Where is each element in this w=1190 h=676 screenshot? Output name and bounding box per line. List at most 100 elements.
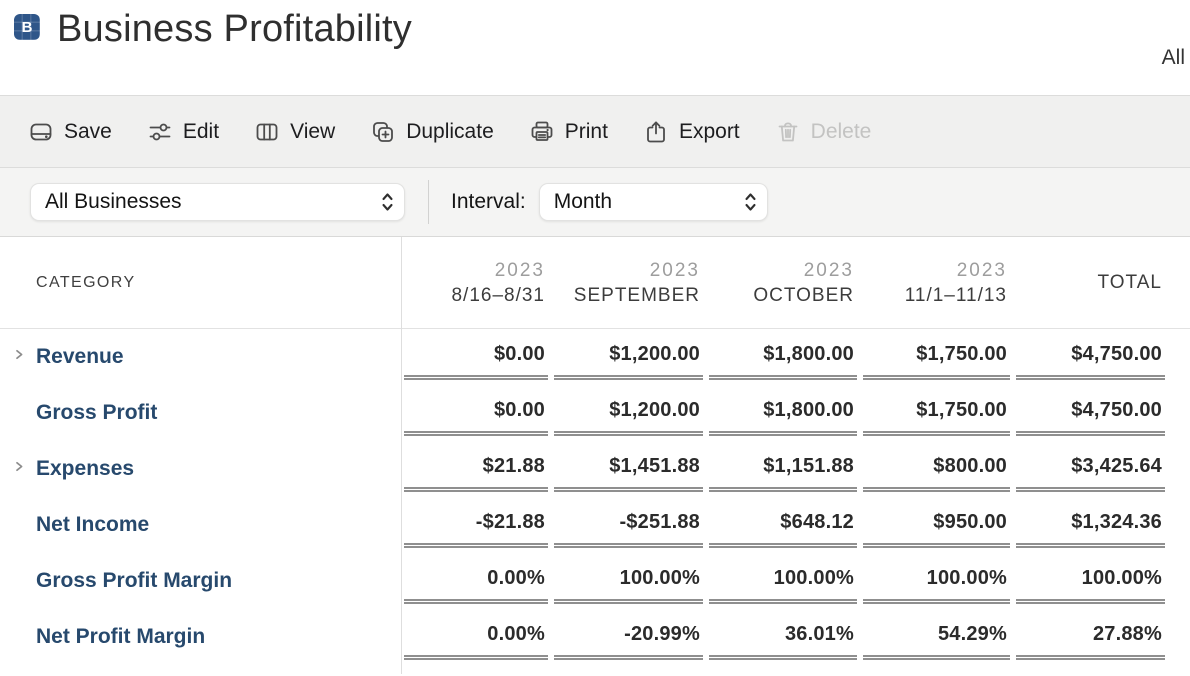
value-cell: -$21.88: [401, 497, 551, 553]
row-label[interactable]: Gross Profit: [36, 401, 158, 424]
category-cell: Net Profit Margin: [0, 609, 401, 665]
cell-value: $1,200.00: [609, 398, 700, 421]
export-button[interactable]: Export: [643, 119, 740, 145]
value-cell: $1,451.88: [551, 441, 706, 497]
chevron-up-down-icon: [381, 190, 394, 214]
cell-value: 27.88%: [1092, 622, 1162, 645]
column-year: 2023: [649, 259, 700, 281]
column-period: 11/1–11/13: [904, 284, 1007, 306]
cell-value: $21.88: [482, 454, 545, 477]
category-cell: Gross Profit Margin: [0, 553, 401, 609]
print-label: Print: [564, 119, 608, 143]
category-cell: Expenses: [0, 441, 401, 497]
column-period: OCTOBER: [753, 284, 854, 306]
cell-value: $1,800.00: [763, 398, 854, 421]
table-row: Gross Profit Margin 0.00% 100.00% 100.00…: [0, 553, 1190, 609]
business-select-value: All Businesses: [45, 190, 182, 213]
table-header-row: CATEGORY 2023 8/16–8/31 2023 SEPTEMBER 2…: [0, 237, 1190, 329]
cell-value: 0.00%: [487, 622, 545, 645]
cell-value: $0.00: [493, 342, 545, 365]
cell-value: 100.00%: [773, 566, 854, 589]
duplicate-button[interactable]: Duplicate: [370, 119, 494, 145]
filter-divider: [428, 180, 429, 224]
value-cell: $3,425.64: [1013, 441, 1168, 497]
view-label: View: [290, 119, 336, 143]
value-cell: 0.00%: [401, 553, 551, 609]
value-cell: $1,750.00: [860, 385, 1013, 441]
category-cell: Revenue: [0, 329, 401, 385]
column-year: 2023: [803, 259, 854, 281]
value-cell: $0.00: [401, 385, 551, 441]
view-button[interactable]: View: [254, 119, 335, 145]
value-cell: 100.00%: [551, 553, 706, 609]
interval-select[interactable]: Month: [538, 183, 768, 221]
value-cell: $1,200.00: [551, 385, 706, 441]
column-header: TOTAL: [1013, 237, 1168, 328]
value-cell: 100.00%: [1013, 553, 1168, 609]
chevron-up-down-icon: [744, 190, 757, 214]
column-divider: [401, 237, 402, 674]
value-cell: $4,750.00: [1013, 385, 1168, 441]
category-column-header: CATEGORY: [36, 273, 136, 291]
value-cell: $4,750.00: [1013, 329, 1168, 385]
cell-value: $1,800.00: [763, 342, 854, 365]
table-row: Gross Profit $0.00 $1,200.00 $1,800.00 $…: [0, 385, 1190, 441]
save-icon: [28, 119, 54, 145]
column-year: 2023: [956, 259, 1007, 281]
delete-label: Delete: [810, 119, 872, 143]
delete-button[interactable]: Delete: [775, 119, 872, 145]
interval-label: Interval:: [451, 190, 526, 213]
column-header: 2023 SEPTEMBER: [551, 237, 706, 328]
chevron-right-icon[interactable]: [13, 348, 25, 366]
cell-value: $3,425.64: [1071, 454, 1162, 477]
cell-value: -20.99%: [624, 622, 700, 645]
column-header: 2023 11/1–11/13: [860, 237, 1013, 328]
value-cell: 100.00%: [706, 553, 860, 609]
column-period: TOTAL: [1097, 272, 1162, 293]
report-app-icon: B: [14, 14, 40, 40]
column-period: 8/16–8/31: [451, 284, 545, 306]
cell-value: $4,750.00: [1071, 342, 1162, 365]
row-label[interactable]: Gross Profit Margin: [36, 569, 233, 592]
title-bar: B Business Profitability All: [0, 0, 1190, 95]
cell-value: 54.29%: [937, 622, 1007, 645]
cell-value: $1,750.00: [916, 398, 1007, 421]
cell-value: $1,200.00: [609, 342, 700, 365]
cell-value: -$251.88: [619, 510, 700, 533]
cell-value: 100.00%: [926, 566, 1007, 589]
cell-value: 100.00%: [619, 566, 700, 589]
cell-value: $1,324.36: [1071, 510, 1162, 533]
row-label[interactable]: Net Profit Margin: [36, 625, 206, 648]
cell-value: 36.01%: [784, 622, 854, 645]
cell-value: $4,750.00: [1071, 398, 1162, 421]
row-label[interactable]: Revenue: [36, 345, 124, 368]
value-cell: -$251.88: [551, 497, 706, 553]
toolbar: Save Edit View: [0, 95, 1190, 168]
column-header: 2023 8/16–8/31: [401, 237, 551, 328]
value-cell: -20.99%: [551, 609, 706, 665]
edit-button[interactable]: Edit: [147, 119, 219, 145]
value-cell: $648.12: [706, 497, 860, 553]
chevron-right-icon[interactable]: [13, 460, 25, 478]
filter-bar: All Businesses Interval: Month: [0, 168, 1190, 237]
duplicate-label: Duplicate: [406, 119, 494, 143]
column-period: SEPTEMBER: [573, 284, 700, 306]
top-right-label[interactable]: All: [1161, 46, 1185, 69]
value-cell: $800.00: [860, 441, 1013, 497]
table-row: Net Income -$21.88 -$251.88 $648.12 $950…: [0, 497, 1190, 553]
value-cell: $21.88: [401, 441, 551, 497]
value-cell: $1,200.00: [551, 329, 706, 385]
table-body: Revenue $0.00 $1,200.00 $1,800.00 $1,750…: [0, 329, 1190, 665]
business-select[interactable]: All Businesses: [30, 183, 405, 221]
table-row: Revenue $0.00 $1,200.00 $1,800.00 $1,750…: [0, 329, 1190, 385]
column-year: 2023: [494, 259, 545, 281]
cell-value: -$21.88: [475, 510, 545, 533]
print-button[interactable]: Print: [529, 119, 608, 145]
save-button[interactable]: Save: [28, 119, 112, 145]
row-label[interactable]: Net Income: [36, 513, 150, 536]
category-cell: Gross Profit: [0, 385, 401, 441]
report-table: CATEGORY 2023 8/16–8/31 2023 SEPTEMBER 2…: [0, 237, 1190, 674]
table-row: Expenses $21.88 $1,451.88 $1,151.88 $800…: [0, 441, 1190, 497]
row-label[interactable]: Expenses: [36, 457, 135, 480]
save-label: Save: [64, 119, 112, 143]
